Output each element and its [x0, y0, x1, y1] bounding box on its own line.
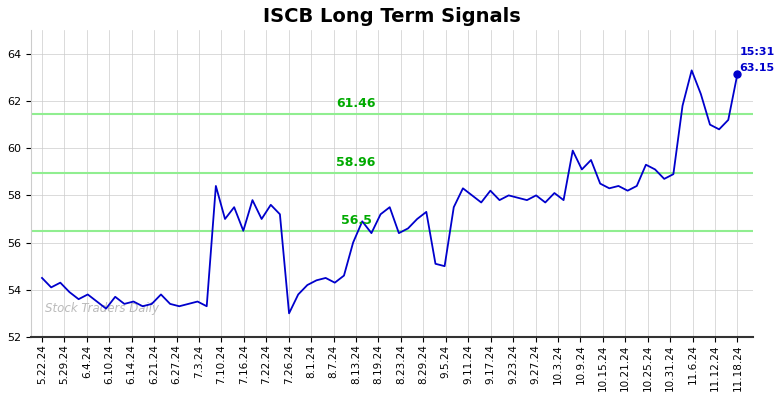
- Text: 15:31: 15:31: [739, 47, 775, 57]
- Text: 56.5: 56.5: [340, 213, 372, 226]
- Text: 63.15: 63.15: [739, 63, 775, 73]
- Title: ISCB Long Term Signals: ISCB Long Term Signals: [263, 7, 521, 26]
- Text: Stock Traders Daily: Stock Traders Daily: [45, 302, 159, 316]
- Text: 58.96: 58.96: [336, 156, 376, 168]
- Text: 61.46: 61.46: [336, 97, 376, 109]
